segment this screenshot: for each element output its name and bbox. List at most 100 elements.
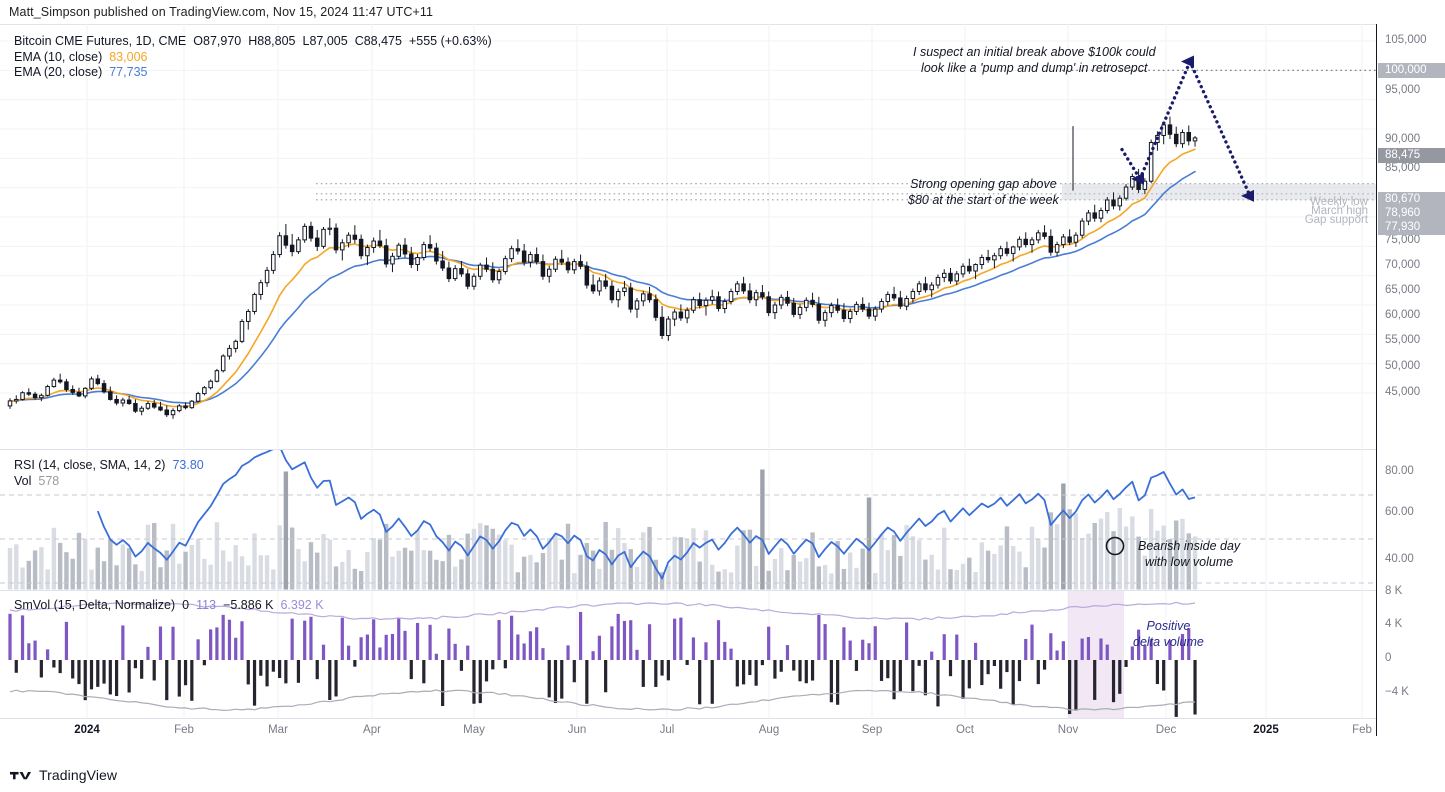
candlestick-series <box>7 116 1198 419</box>
volume-bar <box>1117 508 1122 590</box>
delta-bar <box>127 660 131 693</box>
delta-bar <box>923 660 928 696</box>
candle-body <box>967 265 972 272</box>
march-high-label: March high <box>1311 205 1368 217</box>
delta-bar <box>321 644 326 660</box>
tradingview-wordmark: TradingView <box>39 767 118 783</box>
rsi-plot <box>0 450 1376 590</box>
candle-body <box>766 296 771 314</box>
gap-annotation[interactable]: Strong opening gap above $80 at the star… <box>908 176 1059 208</box>
volume-bar <box>327 539 332 590</box>
delta-bar <box>1042 660 1047 670</box>
price-legend[interactable]: Bitcoin CME Futures, 1D, CME O87,970 H88,8… <box>14 34 492 81</box>
volume-bar <box>1029 526 1035 590</box>
delta-bar <box>666 660 670 681</box>
delta-bar <box>240 621 244 660</box>
delta-bar <box>955 634 959 660</box>
forecast-line-1: I suspect an initial break above $100k c… <box>913 45 1156 59</box>
delta-bar <box>967 660 971 689</box>
volume-bar <box>409 550 414 590</box>
candle-body <box>1098 210 1104 219</box>
rsi-legend-row: RSI (14, close, SMA, 14, 2) 73.80 <box>14 458 204 474</box>
delta-bar <box>1137 629 1141 660</box>
volume-bar <box>139 570 144 590</box>
volume-bar <box>973 571 978 590</box>
time-axis[interactable]: 2024 Feb Mar Apr May Jun Jul Aug Sep Oct Nov Dec 202… <box>0 718 1376 743</box>
delta-bar <box>673 618 677 660</box>
delta-bar <box>183 660 188 686</box>
volume-bar <box>697 561 702 590</box>
rsi-legend[interactable]: RSI (14, close, SMA, 14, 2) 73.80 Vol 578 <box>14 458 204 489</box>
symbol-label[interactable]: Bitcoin CME Futures, 1D, CME <box>14 34 187 48</box>
delta-bar <box>635 649 639 660</box>
volume-bar <box>427 550 433 590</box>
smvol-title[interactable]: SmVol (15, Delta, Normalize) <box>14 598 176 612</box>
ema20-legend[interactable]: EMA (20, close) 77,735 <box>14 65 492 81</box>
ema10-legend[interactable]: EMA (10, close) 83,006 <box>14 50 492 66</box>
time-axis-tick: Jun <box>567 724 587 736</box>
delta-bar <box>861 639 865 660</box>
candle-body <box>553 258 558 270</box>
forecast-segment <box>1188 59 1252 198</box>
candle-body <box>521 250 527 263</box>
volume-bar <box>948 569 953 590</box>
delta-bar <box>453 643 457 660</box>
gap-support-label: Gap support <box>1304 214 1368 226</box>
volume-bar <box>1180 518 1185 590</box>
volume-bar <box>741 530 746 590</box>
candle-body <box>45 386 50 396</box>
delta-bar <box>315 660 319 680</box>
volume-bar <box>641 532 646 590</box>
delta-bar <box>196 639 200 660</box>
price-pane[interactable] <box>0 24 1376 448</box>
candle-body <box>7 400 13 407</box>
candle-body <box>1029 239 1035 246</box>
tradingview-logo[interactable]: TradingView <box>10 767 117 783</box>
candle-body <box>841 309 847 319</box>
delta-bar <box>121 625 125 660</box>
volume-bar <box>810 532 815 590</box>
inside-day-annotation[interactable]: Bearish inside day with low volume <box>1138 538 1240 570</box>
price-level-tag[interactable]: 100,000 <box>1378 63 1445 78</box>
volume-bar <box>114 565 119 590</box>
candle-body <box>183 405 188 409</box>
volume-bar <box>904 525 909 590</box>
volume-bar <box>478 523 483 590</box>
delta-bar <box>478 660 482 704</box>
delta-bar <box>328 660 332 700</box>
delta-bar <box>271 660 275 672</box>
price-level-tag[interactable]: 80,670 <box>1378 192 1445 207</box>
rsi-pane[interactable] <box>0 449 1376 590</box>
smvol-legend[interactable]: SmVol (15, Delta, Normalize) 0 113 −5.886 K… <box>14 598 324 614</box>
volume-label[interactable]: Vol <box>14 473 32 488</box>
delta-bar <box>685 660 689 665</box>
volume-bar <box>898 555 903 590</box>
delta-bar <box>1036 660 1040 685</box>
price-axis[interactable]: 105,000 95,000 90,000 85,000 75,000 70,000 65,… <box>1376 24 1445 736</box>
delta-bar <box>930 651 934 660</box>
volume-bar <box>126 548 132 590</box>
volume-bar <box>446 534 452 590</box>
price-axis-tick: 70,000 <box>1385 259 1421 271</box>
ohlc-open: O87,970 <box>193 34 242 48</box>
smvol-pane[interactable] <box>0 590 1376 719</box>
volume-bar <box>227 561 232 590</box>
volume-bar <box>854 567 859 590</box>
price-level-tag[interactable]: 78,960 <box>1378 206 1445 221</box>
volume-bar <box>484 525 489 590</box>
current-price-tag[interactable]: 88,475 <box>1378 148 1445 163</box>
rsi-title[interactable]: RSI (14, close, SMA, 14, 2) <box>14 458 166 472</box>
candle-body <box>590 284 596 292</box>
forecast-annotation[interactable]: I suspect an initial break above $100k c… <box>913 44 1156 76</box>
price-level-tag[interactable]: 77,930 <box>1378 220 1445 235</box>
delta-volume-annotation[interactable]: Positive delta volume <box>1133 618 1204 650</box>
delta-bar <box>704 642 708 660</box>
volume-bar <box>1161 525 1166 590</box>
volume-bar <box>220 550 226 590</box>
delta-bar <box>303 620 307 660</box>
candle-body <box>20 392 25 400</box>
candle-body <box>133 403 138 412</box>
volume-bars <box>7 469 1198 590</box>
delta-bar <box>716 620 721 660</box>
delta-bar <box>798 660 802 682</box>
